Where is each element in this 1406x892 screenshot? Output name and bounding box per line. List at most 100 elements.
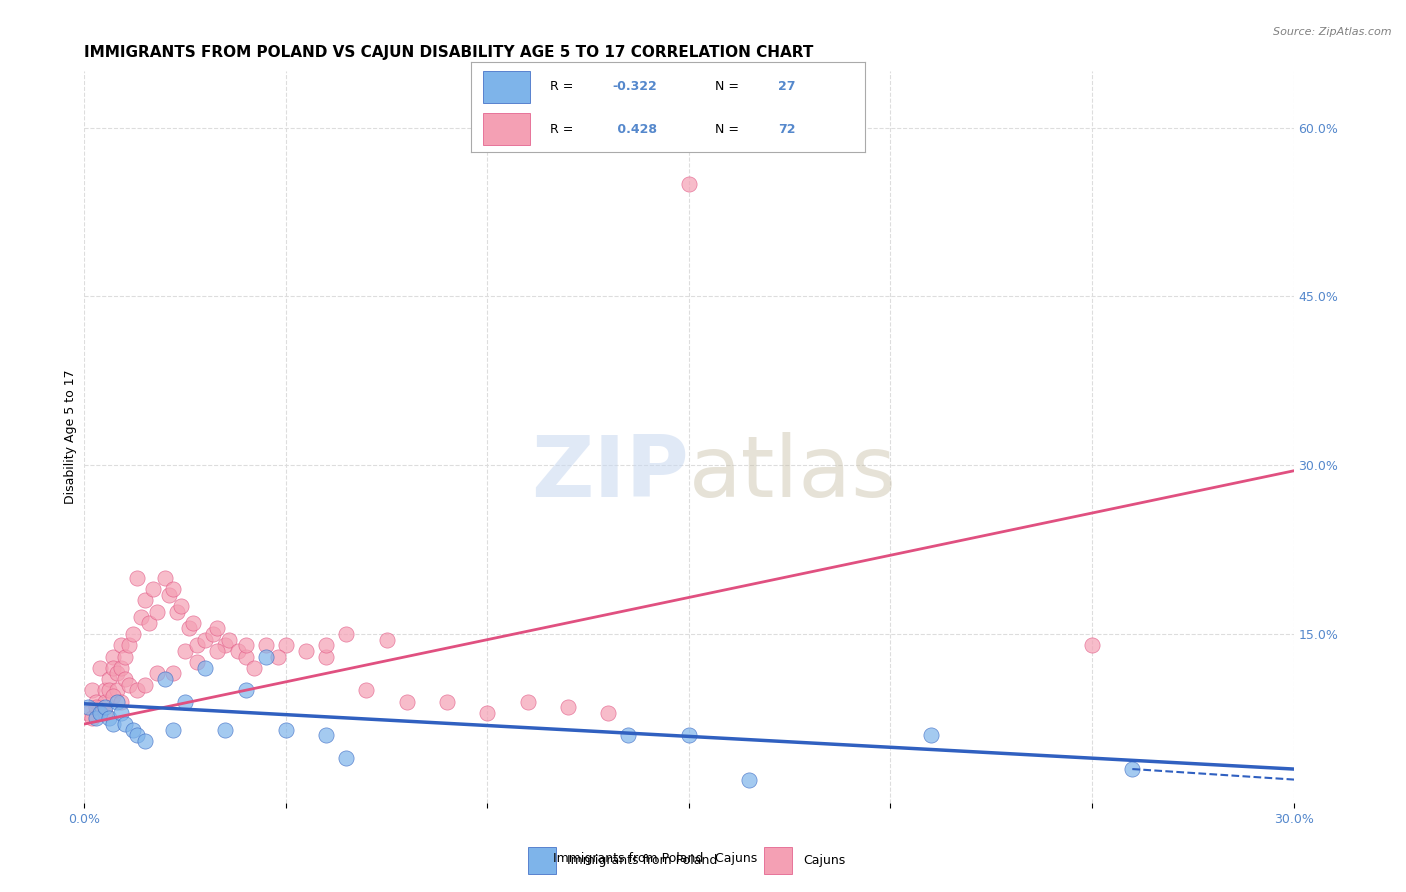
Point (335, 751, 357, 765)
Point (82, 711, 104, 725)
Point (516, 694, 538, 708)
Point (142, 582, 165, 596)
Text: 72: 72 (778, 123, 796, 136)
Point (395, 694, 418, 708)
Point (97, 672, 120, 686)
Text: Source: ZipAtlas.com: Source: ZipAtlas.com (1274, 27, 1392, 37)
Point (920, 728, 942, 742)
Point (121, 723, 143, 737)
Point (170, 599, 193, 613)
Point (89, 700, 111, 714)
Point (110, 661, 132, 675)
Point (166, 605, 188, 619)
Text: -0.322: -0.322 (613, 80, 658, 93)
Point (146, 666, 169, 681)
Point (1081, 638, 1104, 652)
Point (114, 672, 136, 686)
Text: Cajuns: Cajuns (703, 852, 758, 865)
Point (194, 661, 217, 675)
Text: N =: N = (716, 123, 744, 136)
Point (598, 706, 620, 720)
Point (138, 615, 160, 630)
Point (207, 644, 229, 658)
Point (242, 661, 264, 675)
Text: Immigrants from Poland: Immigrants from Poland (553, 852, 703, 865)
Point (162, 582, 184, 596)
Point (214, 723, 236, 737)
Point (557, 700, 579, 714)
Point (93, 706, 115, 720)
Point (186, 655, 208, 669)
Text: 0.428: 0.428 (613, 123, 657, 136)
Point (477, 706, 499, 720)
Point (436, 694, 458, 708)
Point (202, 627, 225, 641)
Point (214, 638, 236, 652)
FancyBboxPatch shape (765, 847, 792, 874)
Text: 27: 27 (778, 80, 796, 93)
Point (82, 683, 104, 698)
Point (218, 632, 240, 647)
Point (110, 706, 132, 720)
Point (86, 711, 108, 725)
Text: atlas: atlas (689, 432, 897, 516)
Point (617, 728, 640, 742)
Point (315, 649, 337, 664)
Point (235, 649, 257, 664)
Point (86, 700, 108, 714)
Point (1121, 762, 1143, 776)
Point (194, 632, 217, 647)
Point (174, 694, 197, 708)
Point (118, 678, 141, 692)
Point (153, 571, 176, 585)
Point (101, 717, 124, 731)
Point (174, 644, 197, 658)
Point (254, 638, 277, 652)
Point (110, 638, 132, 652)
Point (235, 683, 257, 698)
FancyBboxPatch shape (529, 847, 555, 874)
Point (93, 694, 115, 708)
Point (125, 571, 148, 585)
Point (678, 728, 700, 742)
Point (114, 649, 136, 664)
Point (93, 683, 115, 698)
Y-axis label: Disability Age 5 to 17: Disability Age 5 to 17 (65, 370, 77, 504)
Point (162, 666, 184, 681)
Point (678, 177, 700, 191)
Point (134, 678, 156, 692)
Point (274, 723, 297, 737)
Point (105, 694, 128, 708)
Point (375, 632, 398, 647)
Point (97, 683, 120, 698)
Point (181, 615, 204, 630)
Point (101, 649, 124, 664)
Point (315, 728, 337, 742)
Point (254, 649, 277, 664)
Point (129, 610, 152, 624)
FancyBboxPatch shape (482, 113, 530, 145)
Point (153, 672, 176, 686)
Point (267, 649, 290, 664)
Point (101, 689, 124, 703)
Point (114, 717, 136, 731)
Text: R =: R = (550, 80, 576, 93)
Point (162, 723, 184, 737)
Point (274, 638, 297, 652)
Point (207, 621, 229, 635)
Point (77, 700, 100, 714)
Point (179, 621, 201, 635)
Point (738, 773, 761, 788)
Text: Immigrants from Poland: Immigrants from Poland (568, 855, 718, 867)
Text: ZIP: ZIP (531, 432, 689, 516)
Point (97, 711, 120, 725)
Point (105, 683, 128, 698)
Point (118, 638, 141, 652)
Text: IMMIGRANTS FROM POLAND VS CAJUN DISABILITY AGE 5 TO 17 CORRELATION CHART: IMMIGRANTS FROM POLAND VS CAJUN DISABILI… (84, 45, 814, 61)
Text: Cajuns: Cajuns (804, 855, 846, 867)
Point (146, 605, 169, 619)
Point (86, 694, 108, 708)
Point (186, 638, 208, 652)
Point (134, 593, 156, 607)
Point (89, 661, 111, 675)
